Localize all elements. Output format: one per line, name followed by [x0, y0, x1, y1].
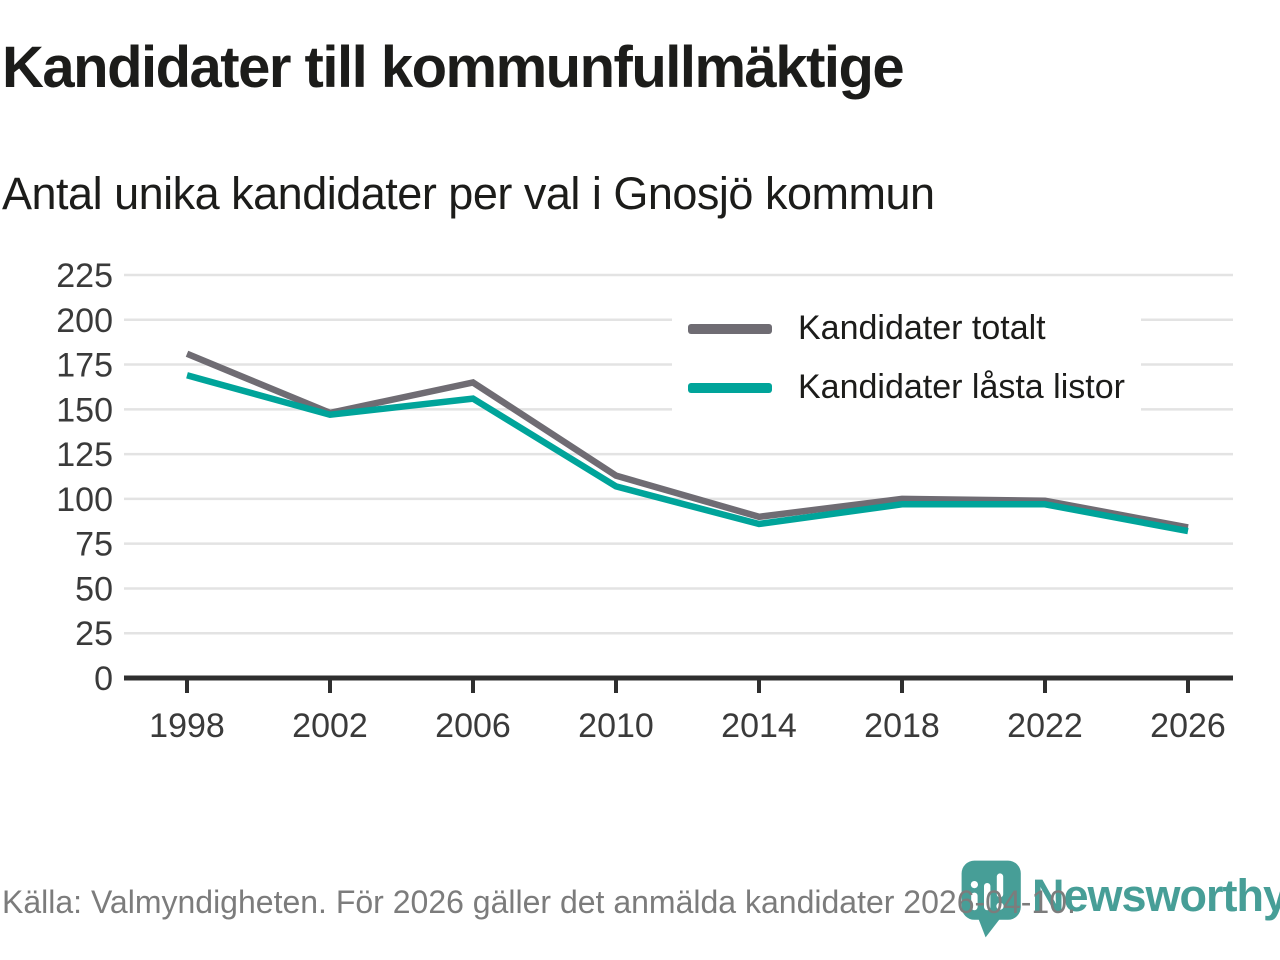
x-tick-label: 2018	[864, 707, 940, 745]
legend-swatch-total	[688, 323, 772, 334]
y-tick-label: 200	[56, 302, 113, 340]
y-tick-label: 225	[56, 257, 113, 295]
x-tick-label: 2022	[1007, 707, 1083, 745]
y-tick-label: 0	[94, 660, 113, 698]
x-tick-label: 2014	[721, 707, 797, 745]
x-tick-label: 1998	[149, 707, 225, 745]
newsworthy-wordmark: Newsworthy	[1032, 870, 1280, 921]
y-tick-label: 175	[56, 347, 113, 385]
x-tick-label: 2006	[435, 707, 511, 745]
chart-subtitle: Antal unika kandidater per val i Gnosjö …	[2, 168, 935, 219]
page-title: Kandidater till kommunfullmäktige	[2, 35, 905, 100]
chart-legend: Kandidater totalt Kandidater låsta listo…	[672, 303, 1141, 413]
y-tick-label: 125	[56, 436, 113, 474]
x-tick-label: 2002	[292, 707, 368, 745]
source-note: Källa: Valmyndigheten. För 2026 gäller d…	[2, 884, 1076, 920]
series-line-0	[185, 350, 1189, 531]
y-tick-label: 75	[75, 526, 113, 564]
x-tick-label: 2010	[578, 707, 654, 745]
y-tick-label: 100	[56, 481, 113, 519]
y-tick-label: 150	[56, 391, 113, 429]
newsworthy-logo: Newsworthy	[960, 854, 1280, 944]
x-tick-label: 2026	[1150, 707, 1226, 745]
newsworthy-pin-icon	[961, 860, 1021, 938]
legend-label-total: Kandidater totalt	[798, 309, 1046, 347]
legend-item-locked: Kandidater låsta listor	[672, 362, 1141, 413]
y-tick-label: 25	[75, 615, 113, 653]
y-tick-label: 50	[75, 570, 113, 608]
legend-swatch-locked	[688, 382, 772, 393]
series-line-1	[186, 372, 1189, 535]
legend-label-locked: Kandidater låsta listor	[798, 368, 1125, 406]
legend-item-total: Kandidater totalt	[672, 303, 1141, 354]
